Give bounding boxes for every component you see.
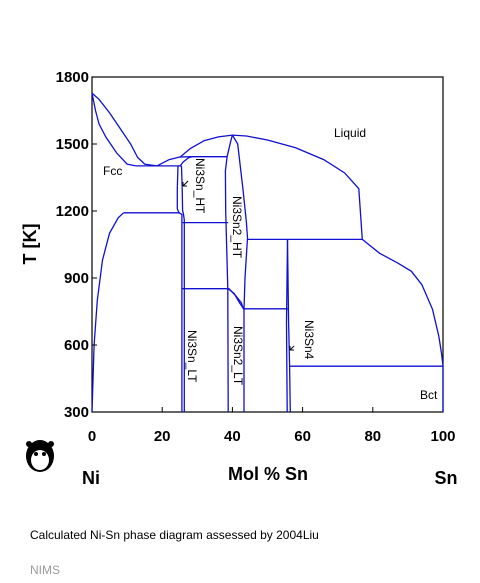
y-tick-label: 1800 [56, 69, 89, 86]
phase-label-bct: Bct [420, 388, 438, 402]
phase-label-liquid: Liquid [334, 126, 366, 140]
axis-ticks: 0 20 40 60 80 100 300 600 900 1200 1500 1800 [56, 69, 456, 445]
source-credit: NIMS [30, 563, 60, 577]
phase-boundary-15 [231, 134, 249, 412]
phase-label-ni3sn2-ht: Ni3Sn2_HT [230, 196, 244, 259]
x-tick-label: 100 [430, 428, 455, 445]
phase-boundaries [91, 92, 444, 413]
phase-boundary-14 [226, 134, 234, 157]
y-tick-label: 1500 [56, 136, 89, 153]
phase-boundary-5 [179, 156, 193, 167]
x-end-label-ni: Ni [82, 468, 100, 488]
phase-boundary-0 [91, 92, 157, 167]
y-tick-label: 600 [64, 337, 89, 354]
phase-label-fcc: Fcc [103, 164, 122, 178]
phase-boundary-16 [228, 288, 245, 310]
x-tick-label: 20 [154, 428, 171, 445]
phase-boundary-8 [176, 165, 183, 412]
phase-label-ni3sn-ht: Ni3Sn_HT [193, 158, 207, 214]
x-axis-title: Mol % Sn [228, 464, 308, 484]
pointer-arrow-ni3sn4 [289, 345, 295, 351]
phase-boundary-9 [180, 165, 184, 212]
phase-boundary-1 [91, 92, 137, 167]
y-tick-label: 300 [64, 404, 89, 421]
phase-boundary-6 [156, 156, 193, 167]
phase-boundary-20 [286, 239, 291, 413]
pointer-arrow-ni3sn-ht [182, 180, 189, 187]
phase-boundary-13 [224, 156, 229, 413]
x-tick-label: 0 [88, 428, 96, 445]
phase-boundary-23 [361, 238, 444, 367]
nims-logo [26, 440, 54, 472]
phase-boundary-10 [181, 210, 185, 412]
x-tick-label: 80 [364, 428, 381, 445]
phase-boundary-19 [285, 239, 289, 413]
x-tick-label: 60 [294, 428, 311, 445]
phase-boundary-12 [181, 288, 245, 310]
phase-boundary-22 [179, 134, 363, 240]
phase-label-ni3sn4: Ni3Sn4 [302, 320, 316, 360]
y-tick-label: 1200 [56, 203, 89, 220]
phase-label-ni3sn2-lt: Ni3Sn2_LT [231, 326, 245, 386]
figure-caption: Calculated Ni-Sn phase diagram assessed … [30, 528, 319, 542]
y-axis-title: T [K] [20, 224, 40, 265]
y-tick-label: 900 [64, 270, 89, 287]
x-tick-label: 40 [224, 428, 241, 445]
phase-boundary-2 [91, 212, 125, 413]
plot-frame [91, 76, 444, 413]
x-end-label-sn: Sn [434, 468, 457, 488]
phase-label-ni3sn-lt: Ni3Sn_LT [185, 330, 199, 383]
